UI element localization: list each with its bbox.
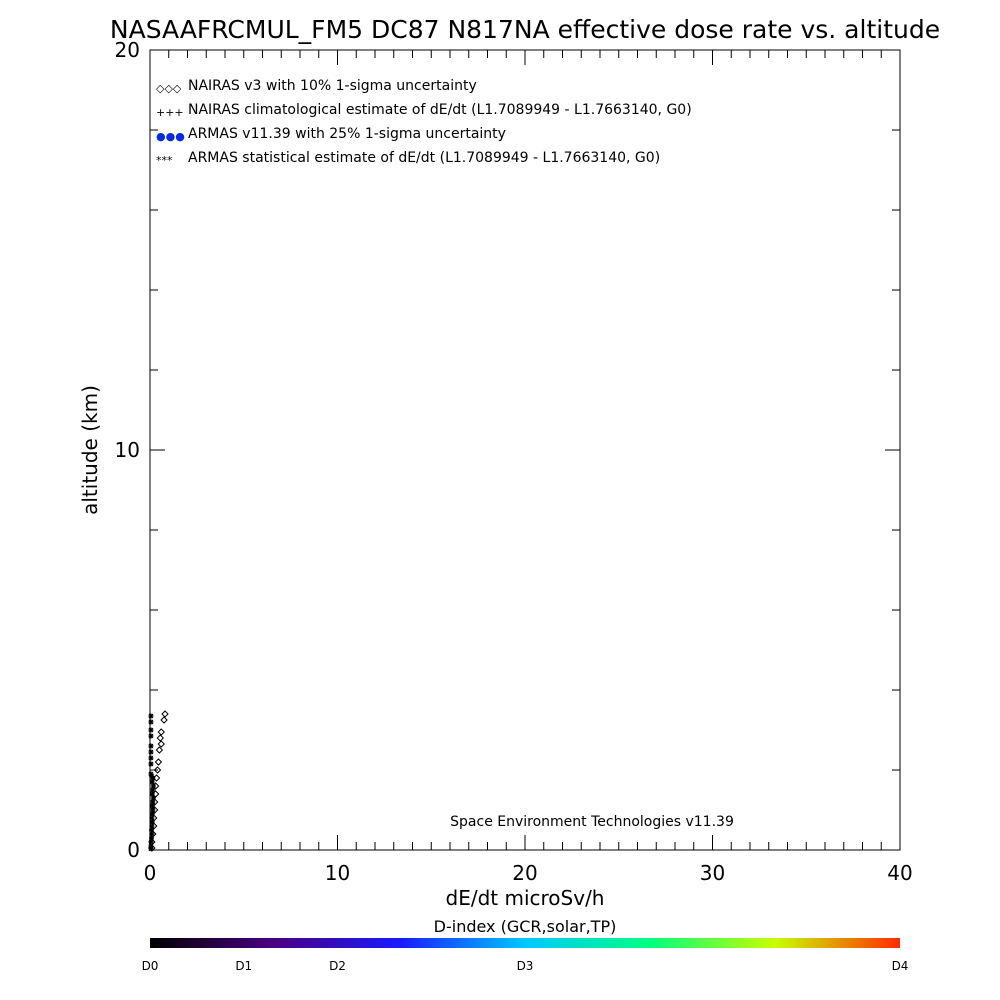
legend-symbol: ●●● (156, 130, 185, 143)
colorbar-label: D1 (235, 959, 252, 973)
armas-point (148, 755, 154, 761)
armas-point (149, 779, 155, 785)
armas-point (148, 713, 154, 719)
armas-point (148, 727, 154, 733)
colorbar (150, 938, 900, 948)
annotation: Space Environment Technologies v11.39 (450, 814, 734, 830)
axis-ticks (149, 49, 901, 851)
armas-point (148, 743, 154, 749)
y-axis-label: altitude (km) (78, 385, 102, 515)
plot-frame (149, 49, 901, 851)
chart-title: NASAAFRCMUL_FM5 DC87 N817NA effective do… (110, 15, 940, 44)
nairas-point (161, 710, 169, 718)
armas-point (150, 787, 156, 793)
legend-symbol: ◇◇◇ (156, 82, 182, 95)
armas-point (148, 843, 154, 849)
armas-point (148, 733, 154, 739)
legend-label: NAIRAS climatological estimate of dE/dt … (188, 102, 692, 118)
plot-area (149, 49, 901, 851)
x-axis-label: dE/dt microSv/h (446, 886, 605, 910)
x-tick-label: 40 (887, 861, 912, 885)
armas-point (148, 749, 154, 755)
nairas-point (156, 734, 165, 742)
armas-point (148, 719, 154, 725)
colorbar-labels: D0 D1 D2 D3 D4 (142, 959, 909, 973)
nairas-point (160, 716, 168, 724)
nairas-point (155, 746, 164, 754)
colorbar-label: D3 (517, 959, 534, 973)
colorbar-label: D2 (329, 959, 346, 973)
colorbar-label: D4 (892, 959, 909, 973)
legend-label: ARMAS v11.39 with 25% 1-sigma uncertaint… (188, 126, 506, 142)
legend-symbol: +++ (156, 106, 184, 119)
armas-point (150, 799, 156, 805)
y-tick-label: 0 (127, 838, 140, 862)
data-points (148, 710, 169, 852)
x-tick-label: 20 (512, 861, 537, 885)
nairas-point (157, 728, 165, 736)
y-tick-label: 10 (115, 438, 140, 462)
nairas-point (154, 758, 163, 766)
armas-point (148, 846, 154, 852)
legend-label: ARMAS statistical estimate of dE/dt (L1.… (188, 150, 660, 166)
armas-point (150, 807, 156, 813)
colorbar-label: D0 (142, 959, 159, 973)
nairas-point (153, 766, 162, 774)
y-tick-label: 20 (115, 38, 140, 62)
x-tick-label: 10 (325, 861, 350, 885)
armas-point (149, 791, 155, 797)
armas-point (150, 775, 156, 781)
axis-tick-labels: 0 10 20 30 40 0 10 20 (115, 38, 913, 885)
legend-symbol: *** (156, 154, 173, 167)
legend: ◇◇◇ NAIRAS v3 with 10% 1-sigma uncertaint… (156, 78, 692, 167)
armas-point (148, 761, 154, 767)
x-tick-label: 30 (700, 861, 725, 885)
legend-label: NAIRAS v3 with 10% 1-sigma uncertainty (188, 78, 477, 94)
colorbar-title: D-index (GCR,solar,TP) (434, 917, 617, 936)
x-tick-label: 0 (144, 861, 157, 885)
nairas-point (157, 740, 165, 748)
